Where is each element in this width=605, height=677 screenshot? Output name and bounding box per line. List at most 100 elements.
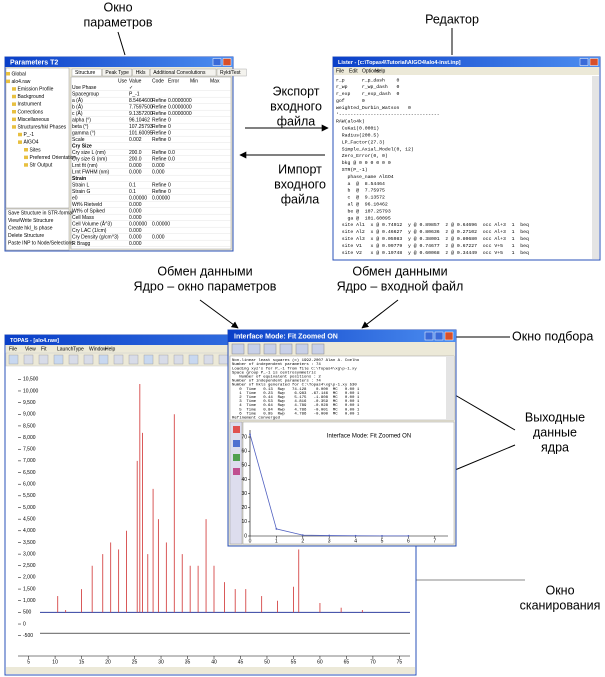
toolbar-button[interactable] [53, 354, 64, 365]
minimize-button[interactable] [424, 331, 434, 341]
icon[interactable] [233, 440, 240, 447]
tab[interactable] [216, 68, 247, 77]
maximize-button[interactable] [579, 58, 589, 66]
actions-panel [5, 208, 70, 251]
tree-item[interactable]: Structures/hkl Phases [18, 125, 67, 131]
window-title: Parameters T2 [10, 59, 58, 66]
toolbar-button[interactable] [83, 354, 94, 365]
tree-item[interactable]: P_-1 [24, 132, 35, 138]
close-button[interactable] [444, 331, 454, 341]
tree-icon [6, 72, 10, 76]
toolbar-button[interactable] [68, 354, 79, 365]
y-tick-label: 70 [241, 434, 247, 440]
code-line: RAW(alo4k) [336, 119, 365, 125]
toolbar-button[interactable] [23, 354, 34, 365]
toolbar-button[interactable] [113, 354, 124, 365]
toolbar-button[interactable] [98, 354, 109, 365]
icon[interactable] [233, 426, 240, 433]
tree-item[interactable]: Preferred Orientation [30, 155, 77, 161]
tree-item[interactable]: Corrections [18, 109, 44, 115]
menu-item[interactable]: Edit [349, 68, 358, 74]
annotation-label: Ядро – входной файл [337, 279, 464, 293]
toolbar-button[interactable] [263, 343, 277, 355]
maximize-button[interactable] [212, 58, 222, 66]
column-header: Use [118, 78, 127, 84]
annotation-label: ядра [541, 440, 569, 454]
toolbar-button[interactable] [128, 354, 139, 365]
menu-item[interactable]: File [9, 346, 17, 352]
menu-item[interactable]: Help [105, 346, 116, 352]
action-link[interactable]: View/Write Structure [8, 218, 54, 224]
action-link[interactable]: Delete Structure [8, 233, 44, 239]
tree-icon [6, 79, 10, 84]
close-button[interactable] [589, 58, 599, 66]
toolbar-button[interactable] [279, 343, 293, 355]
toolbar-button[interactable] [158, 354, 169, 365]
menu-item[interactable]: Type [73, 346, 84, 352]
toolbar-button[interactable] [8, 354, 19, 365]
toolbar-button[interactable] [38, 354, 49, 365]
menu-item[interactable]: Window [89, 346, 107, 352]
tab[interactable] [71, 68, 102, 77]
menu-item[interactable]: File [336, 68, 344, 74]
tree-item[interactable]: Global [12, 71, 26, 77]
tree-item[interactable]: Emission Profile [18, 87, 54, 93]
toolbar-button[interactable] [295, 343, 309, 355]
maximize-button[interactable] [434, 331, 444, 341]
tree-item[interactable]: AlGO4 [24, 140, 39, 146]
toolbar-button[interactable] [143, 354, 154, 365]
cell-value: 0.000 [152, 169, 165, 175]
y-tick-label: -500 [23, 633, 33, 639]
row-name: Cry size G (nm) [72, 156, 107, 162]
output-line: 3 Time 0.53 Rwp 4.816 -0.359 MC 0.00 1 [232, 399, 360, 404]
toolbar-button[interactable] [173, 354, 184, 365]
menu-item[interactable]: Launch [57, 346, 74, 352]
action-link[interactable]: Save Structure in STR-format [8, 210, 74, 216]
tab-label[interactable]: Rykt/Test [220, 70, 241, 76]
row-name: c (Å) [72, 110, 83, 117]
tab-label[interactable]: Peak Type [105, 70, 129, 76]
menu-item[interactable]: View [25, 346, 36, 352]
code-line: Simple_Axial_Model(0, 12) [336, 146, 414, 152]
tab-label[interactable]: Hkls [136, 70, 146, 76]
toolbar-button[interactable] [218, 354, 229, 365]
action-link[interactable]: Create hkl_Is phase [8, 226, 53, 232]
menu-item[interactable]: Fit [41, 346, 47, 352]
cell-value: 0.000 [129, 202, 142, 208]
toolbar-button[interactable] [231, 343, 245, 355]
tab[interactable] [132, 68, 150, 77]
x-tick-label: 0 [249, 538, 252, 544]
tab[interactable] [102, 68, 133, 77]
tree-item[interactable]: alo4.raw [12, 79, 31, 85]
tab-label[interactable]: Additional Convolutions [153, 70, 206, 76]
row-name: Cry Size [72, 143, 92, 149]
menu-item[interactable]: Help [375, 68, 386, 74]
icon[interactable] [233, 454, 240, 461]
icon[interactable] [233, 468, 240, 475]
toolbar-button[interactable] [311, 343, 325, 355]
x-tick-label: 35 [185, 659, 191, 665]
row-name: Wt% of Spiked [72, 208, 105, 214]
action-link[interactable]: Paste INP to Node/Selections [8, 241, 74, 247]
close-button[interactable] [222, 58, 232, 66]
toolbar-button[interactable] [188, 354, 199, 365]
menu-item[interactable]: Options [362, 68, 380, 74]
output-line: Number of independent parameters : 74 [232, 379, 321, 384]
tree-item[interactable]: Str Output [30, 163, 53, 169]
cell-value: 0.000 [129, 215, 142, 221]
toolbar-button[interactable] [203, 354, 214, 365]
x-tick-label: 60 [317, 659, 323, 665]
tab[interactable] [149, 68, 217, 77]
toolbar-button[interactable] [247, 343, 261, 355]
tree-item[interactable]: Miscellaneous [18, 117, 50, 123]
y-tick-label: 0 [244, 533, 247, 539]
x-tick-label: 30 [158, 659, 164, 665]
column-header: Max [210, 78, 220, 84]
cell-value: 200.0 [129, 150, 142, 156]
title-bar [228, 330, 456, 342]
tree-item[interactable]: Instrument [18, 102, 42, 108]
tree-item[interactable]: Sites [30, 147, 42, 153]
tab-label[interactable]: Structure [75, 70, 96, 76]
tree-item[interactable]: Background [18, 94, 45, 100]
